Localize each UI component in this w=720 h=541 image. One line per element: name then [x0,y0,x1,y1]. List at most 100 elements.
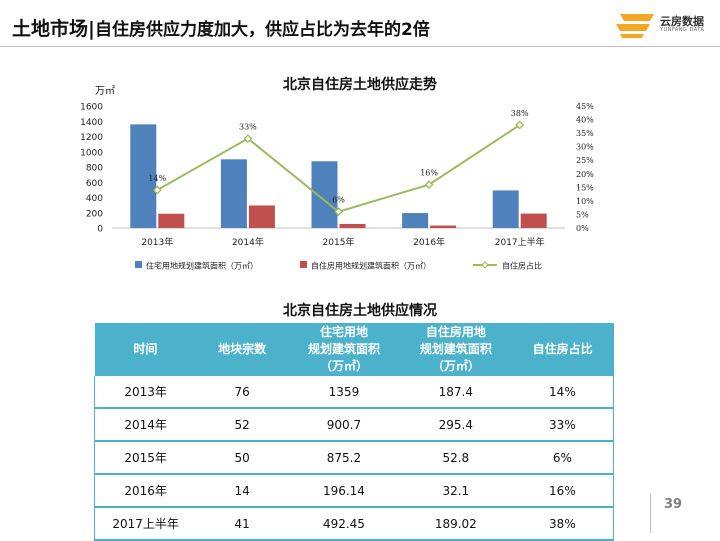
share-point [334,207,343,217]
table-cell: 2013年 [94,376,197,409]
table-cell: 196.14 [288,474,400,508]
y-tick-label: 1400 [80,118,103,128]
share-data-label: 38% [511,109,529,118]
y-tick-label: 0 [97,225,103,235]
table-cell: 6% [511,441,614,475]
logo-tagline: YUNFANG DATA [660,27,705,33]
table-cell: 492.45 [288,507,400,541]
supply-trend-chart: 万㎡ 0 200 400 600 800 1000 1200 1400 1600 0% 5% 10% 15… [80,85,594,271]
table-header-line: （万㎡） [319,359,368,373]
table-header-line: 住宅用地 [319,325,368,339]
y-tick-label: 1200 [80,133,103,143]
y-tick-label: 400 [86,194,103,204]
table-row: 2015年 50 875.2 52.8 6% [94,441,614,475]
title-divider [0,46,720,47]
table-row: 2016年 14 196.14 32.1 16% [94,474,614,508]
table-cell: 295.4 [399,408,512,442]
table-header-line: 时间 [133,342,158,356]
bar-residential [402,213,429,228]
table-cell: 14 [196,474,289,508]
bar-residential [130,124,157,228]
table-header-cell: 时间 [94,323,197,376]
table-row: 2013年 76 1359 187.4 14% [94,376,614,409]
bar-affordable [158,213,185,228]
table-title: 北京自住房土地供应情况 [283,303,437,319]
y-tick-label: 1600 [80,103,103,113]
legend-swatch [135,261,142,268]
table-cell: 33% [511,408,614,442]
bar-residential [311,161,338,228]
bar-residential [220,159,247,228]
bar-affordable [248,205,275,228]
share-point [424,180,434,190]
table-row: 2014年 52 900.7 295.4 33% [94,408,614,442]
page-title: 土地市场|自住房供应力度加大，供应占比为去年的2倍 [12,14,430,41]
legend-label: 自住房用地规划建筑面积（万㎡） [311,261,431,271]
y-axis-label: 万㎡ [95,85,115,97]
x-tick-label: 2017上半年 [495,236,545,248]
page-number: 39 [664,497,683,512]
share-point [515,120,525,130]
share-point [152,185,162,195]
table-cell: 2016年 [94,474,197,508]
logo-name: 云房数据 [660,15,704,28]
x-tick-label: 2015年 [323,236,355,248]
x-tick-label: 2016年 [413,236,445,248]
bar-affordable [430,225,457,228]
y-tick-label: 600 [86,179,103,189]
table-cell: 50 [196,441,289,475]
table-header-cell: 地块宗数 [196,323,289,376]
table-cell: 2015年 [94,441,197,475]
share-data-label: 14% [148,174,166,183]
legend-label: 自住房占比 [502,261,542,271]
y2-tick-label: 25% [576,156,594,165]
y-tick-label: 200 [86,209,103,219]
table-header-line: （万㎡） [431,359,480,373]
y2-tick-label: 30% [576,143,594,152]
table-cell: 14% [511,376,614,409]
y2-tick-label: 20% [576,170,594,179]
table-header-line: 自住房占比 [532,342,593,356]
legend-swatch-marker [481,261,489,269]
share-point [243,134,253,143]
share-data-label: 33% [239,123,257,132]
table-cell: 52.8 [399,441,512,475]
table-header-cell: 自住房占比 [511,323,614,376]
chart-title: 北京自住房土地供应走势 [283,77,437,93]
table-header-row: 时间 地块宗数 住宅用地 规划建筑面积 （万㎡） 自住房用地 规划建筑面积 （万㎡） 自住房占比 [94,323,614,376]
table-cell: 32.1 [399,474,512,508]
y-tick-label: 1000 [80,148,103,158]
bar-residential [492,190,519,228]
table-header-cell: 住宅用地 规划建筑面积 （万㎡） [288,323,400,376]
table-row: 2017上半年 41 492.45 189.02 38% [94,507,614,541]
table-cell: 76 [196,376,289,409]
table-cell: 2017上半年 [94,507,197,541]
page-number-divider [650,493,651,533]
y2-tick-label: 40% [576,116,594,125]
bar-affordable [339,223,366,228]
logo-icon [616,14,654,38]
share-data-label: 16% [420,169,438,178]
y2-tick-label: 10% [576,197,594,206]
y2-tick-label: 0% [576,224,589,233]
table-header-line: 规划建筑面积 [419,342,492,356]
x-tick-label: 2014年 [232,236,264,248]
bar-affordable [520,213,547,228]
table-header-line: 地块宗数 [218,342,267,356]
table-cell: 1359 [288,376,400,409]
y2-tick-label: 35% [576,129,594,138]
table-cell: 38% [511,507,614,541]
table-body: 2013年 76 1359 187.4 14% 2014年 52 900.7 295.4 33% 2… [94,376,614,541]
table-header-cell: 自住房用地规划建筑面积 （万㎡） [399,323,512,376]
x-tick-label: 2013年 [141,236,173,248]
title-separator: | [88,18,95,40]
table-cell: 16% [511,474,614,508]
table-cell: 41 [196,507,289,541]
page-subtitle: 自住房供应力度加大，供应占比为去年的2倍 [94,20,430,40]
legend-swatch [300,261,307,268]
y2-tick-label: 45% [576,102,594,111]
table-cell: 875.2 [288,441,400,475]
table-cell: 900.7 [288,408,400,442]
table-header-line: 自住房用地 [425,325,486,339]
table-cell: 187.4 [399,376,512,409]
